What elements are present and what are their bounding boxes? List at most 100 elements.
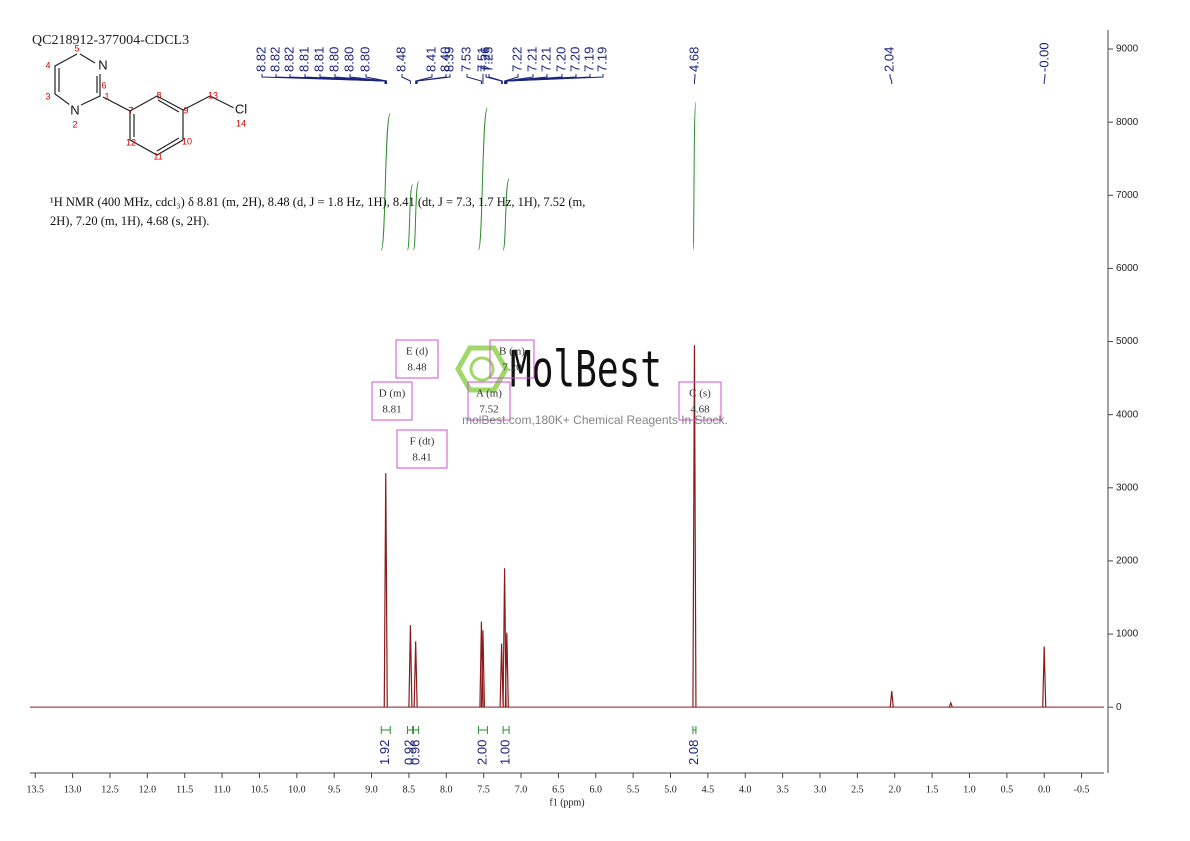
integral-curve (412, 181, 420, 251)
peak-label: 7.21 (524, 47, 539, 72)
x-tick-label: 13.0 (64, 784, 82, 795)
atom-number: 12 (126, 137, 136, 147)
y-tick-label: 2000 (1116, 556, 1139, 567)
integral-bracket (502, 726, 510, 734)
x-tick-label: 6.0 (590, 784, 603, 795)
integral-curve (692, 101, 697, 251)
x-tick-label: 4.5 (702, 784, 715, 795)
atom-number: 4 (45, 60, 50, 70)
x-tick-label: 1.0 (963, 784, 976, 795)
peak-label: 8.82 (253, 47, 268, 72)
peak (480, 630, 486, 708)
multiplet-shift: 7.52 (479, 404, 498, 416)
x-tick-label: 0.0 (1038, 784, 1051, 795)
peak (889, 691, 894, 708)
integral-bracket (477, 726, 488, 734)
peak-label-connector (693, 74, 696, 84)
peak (383, 473, 388, 708)
peak-label-connector (889, 74, 893, 84)
peak-label-connector (319, 74, 387, 84)
multiplet-name: C (s) (689, 388, 711, 400)
multiplet-name: F (dt) (410, 436, 435, 448)
multiplet-box (371, 381, 413, 421)
x-tick-label: 13.5 (26, 784, 44, 795)
y-tick-label: 9000 (1116, 44, 1139, 55)
y-tick-label: 5000 (1116, 336, 1139, 347)
integral-curve (477, 107, 488, 251)
peak-label-connector (485, 74, 503, 84)
peak (1042, 646, 1047, 708)
x-axis-label: f1 (ppm) (549, 797, 584, 808)
peak (502, 568, 507, 708)
peak-label: 8.80 (341, 47, 356, 72)
peak-label: 8.82 (281, 47, 296, 72)
atom-number: 8 (156, 90, 161, 100)
y-tick-label: 7000 (1116, 190, 1139, 201)
peak-label: 7.21 (538, 47, 553, 72)
multiplet-box (395, 339, 439, 379)
multiplet-shift: 8.48 (407, 362, 427, 374)
nmr-description: ¹H NMR (400 MHz, cdcl₃) δ 8.81 (m, 2H), … (50, 195, 586, 228)
peak-label-connector (504, 74, 519, 84)
x-tick-label: 2.0 (888, 784, 901, 795)
x-tick-label: 9.5 (328, 784, 341, 795)
peak (692, 345, 697, 708)
x-tick-label: -0.5 (1074, 784, 1090, 795)
multiplet-shift: 8.41 (412, 452, 431, 464)
multiplet-name: D (m) (379, 388, 406, 400)
atom-number: 2 (72, 119, 77, 129)
peak-label: -0.00 (1036, 42, 1051, 72)
integral-bracket (692, 726, 697, 734)
peak (948, 700, 953, 708)
atom-number: 7 (128, 105, 133, 115)
integral-label: 1.92 (377, 740, 392, 765)
peak-label: 8.48 (393, 47, 408, 72)
peak-label: 8.81 (311, 47, 326, 72)
watermark-tagline: molBest.com,180K+ Chemical Reagents In S… (462, 413, 728, 427)
atom-number: 14 (236, 118, 246, 128)
x-tick-label: 5.0 (664, 784, 677, 795)
integral-label: 1.00 (498, 740, 513, 765)
x-tick-label: 11.0 (214, 784, 231, 795)
y-tick-label: 3000 (1116, 482, 1139, 493)
watermark-brand: MolBest (510, 341, 662, 399)
peak-label: 7.22 (509, 47, 524, 72)
y-tick-label: 1000 (1116, 629, 1139, 640)
multiplet-name: E (d) (406, 346, 429, 358)
peak-label-connector (415, 74, 433, 84)
peak-label-connector (506, 74, 604, 84)
multiplet-shift: 7.20 (502, 362, 522, 374)
multiplet-name: A (m) (476, 388, 502, 400)
peak-label: 8.80 (326, 47, 341, 72)
peak-label-connector (401, 74, 411, 84)
integral-curve (380, 113, 391, 251)
integral-label: 2.08 (686, 740, 701, 765)
integral-label: 0.92 (401, 740, 416, 765)
peak (504, 632, 509, 708)
atom-number: 3 (45, 91, 50, 101)
multiplet-shift: 4.68 (690, 404, 710, 416)
logo-hexagon (455, 345, 509, 393)
x-tick-label: 1.5 (926, 784, 939, 795)
integral-bracket (406, 726, 414, 734)
atom-number: 5 (74, 43, 79, 53)
peak (499, 643, 504, 708)
y-tick-label: 6000 (1116, 263, 1139, 274)
y-tick-label: 8000 (1116, 117, 1139, 128)
peak-label-connector (504, 74, 548, 84)
integral-bracket (412, 726, 420, 734)
atom-label: N (70, 102, 79, 117)
multiplet-box (489, 339, 535, 379)
peak-label-connector (488, 74, 503, 84)
structure-bonds (54, 53, 235, 156)
peak-label: 8.81 (296, 47, 311, 72)
x-tick-label: 12.0 (139, 784, 157, 795)
multiplet-box (467, 381, 511, 421)
atom-number: 10 (182, 136, 192, 146)
peak-label: 7.26 (477, 47, 492, 72)
multiplet-box (396, 429, 448, 469)
x-tick-label: 8.0 (440, 784, 453, 795)
multiplet-name: B (m) (499, 346, 525, 358)
x-tick-label: 8.5 (403, 784, 416, 795)
